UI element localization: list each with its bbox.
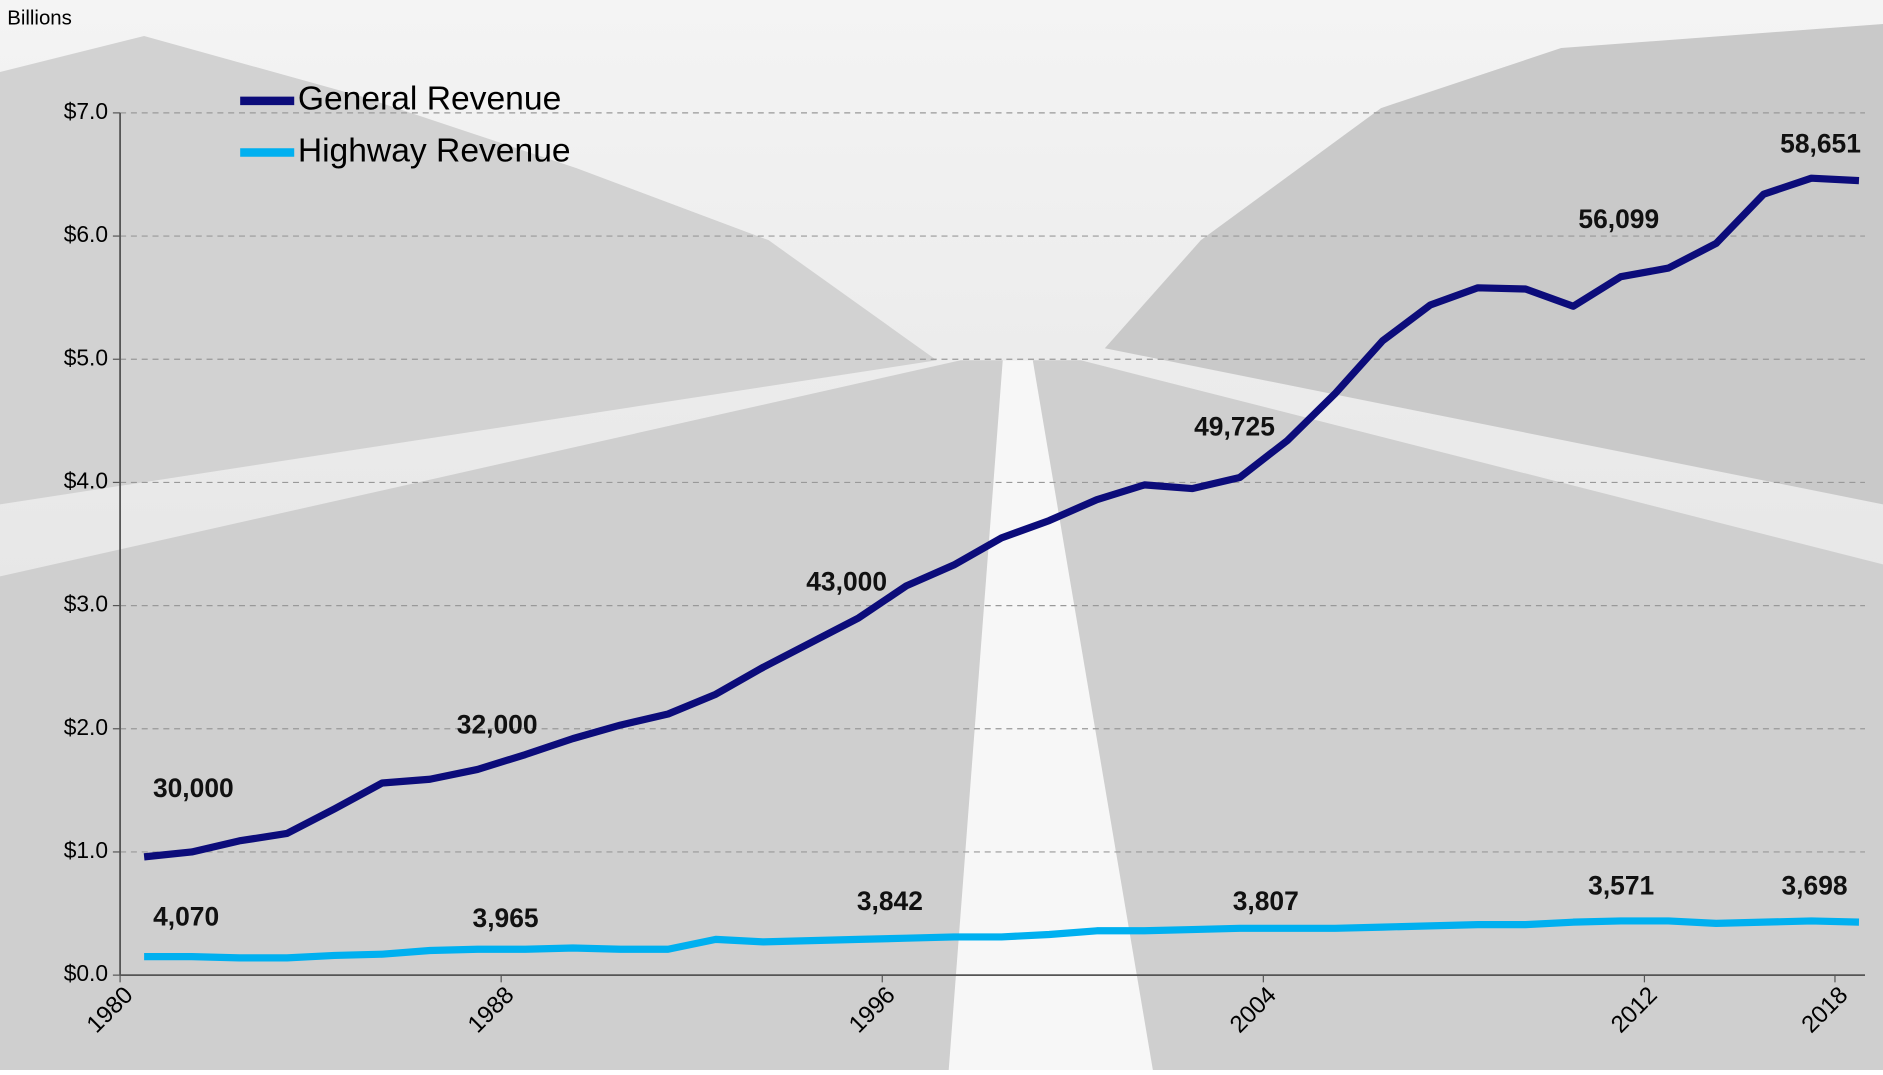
y-tick-label: $4.0 (64, 467, 108, 493)
annotation: 56,099 (1578, 204, 1659, 234)
annotation: 49,725 (1194, 412, 1275, 442)
annotation: 3,807 (1233, 886, 1299, 916)
y-tick-label: $2.0 (64, 714, 108, 740)
legend-label: General Revenue (298, 81, 561, 118)
y-tick-label: $1.0 (64, 837, 108, 863)
y-tick-label: $7.0 (64, 98, 108, 124)
annotation: 3,965 (473, 903, 539, 933)
series-line (144, 917, 1860, 962)
legend-label: Highway Revenue (298, 132, 571, 169)
y-tick-label: $6.0 (64, 221, 108, 247)
annotation: 58,651 (1780, 128, 1861, 158)
annotation: 32,000 (457, 710, 538, 740)
y-tick-label: $0.0 (64, 960, 108, 986)
y-axis-label: Billions (7, 8, 72, 30)
annotation: 30,000 (153, 773, 234, 803)
annotation: 3,571 (1588, 870, 1654, 900)
y-tick-label: $3.0 (64, 591, 108, 617)
annotation: 4,070 (153, 902, 219, 932)
series-line (143, 174, 1860, 861)
y-tick-label: $5.0 (64, 344, 108, 370)
annotation: 3,842 (857, 886, 923, 916)
annotation: 43,000 (806, 567, 887, 597)
annotation: 3,698 (1782, 870, 1848, 900)
